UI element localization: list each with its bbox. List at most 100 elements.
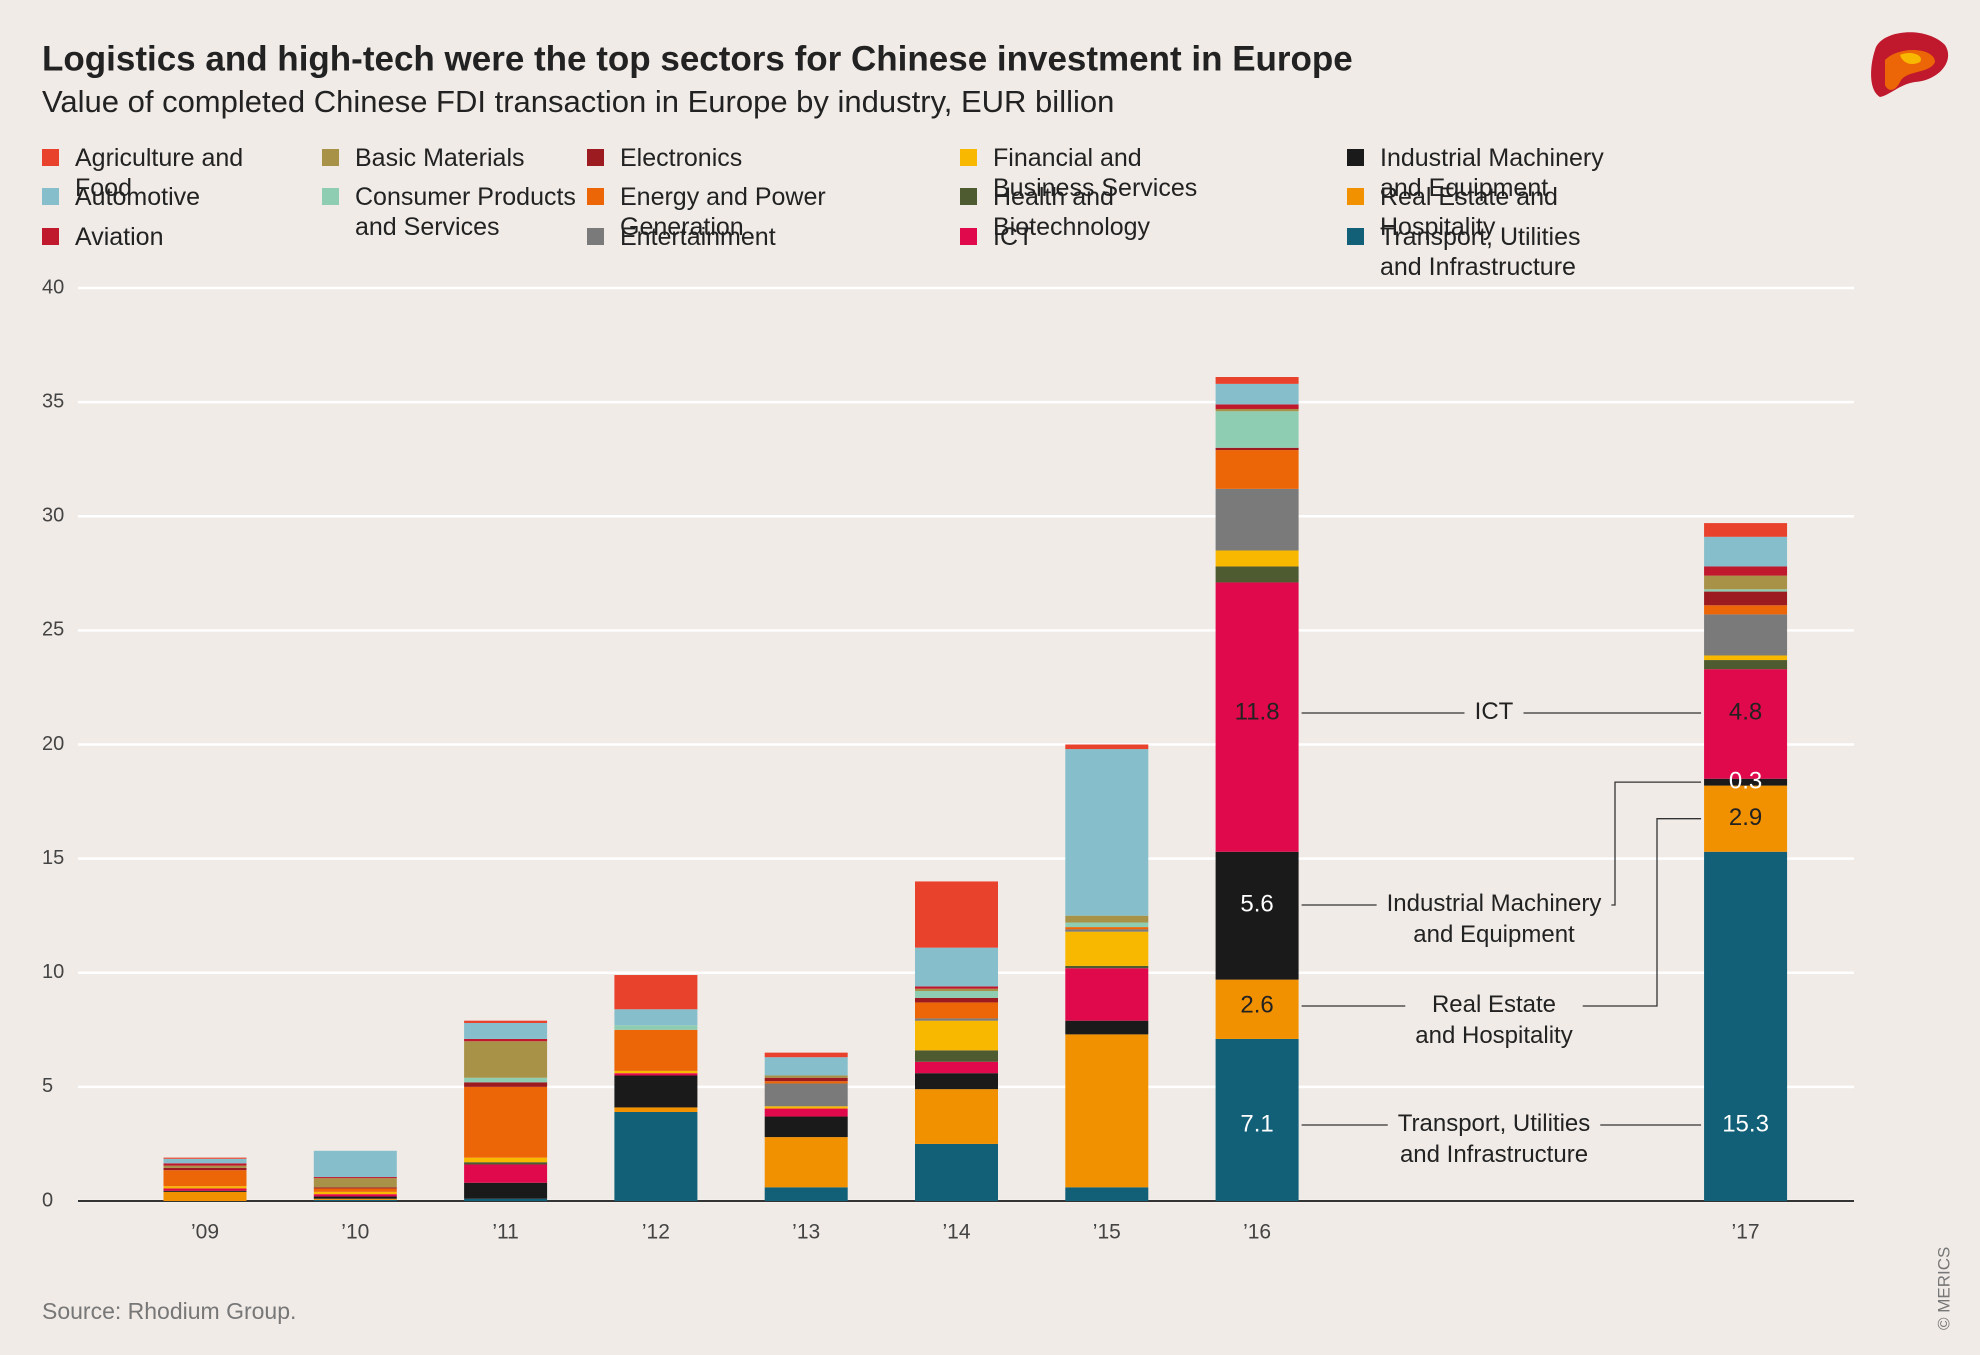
bar-segment xyxy=(915,881,998,948)
legend-item: Health and Biotechnology xyxy=(960,182,1223,242)
y-tick-label: 40 xyxy=(42,276,64,298)
bar-segment xyxy=(313,1194,397,1197)
bar-segment xyxy=(464,1182,548,1199)
x-tick-label: ’13 xyxy=(792,1221,820,1244)
bar-segment xyxy=(464,1086,548,1158)
source: Source: Rhodium Group. xyxy=(42,1298,296,1324)
legend-label: Entertainment xyxy=(620,223,776,251)
bar-segment xyxy=(163,1165,247,1168)
legend-item: Aviation xyxy=(42,222,164,252)
legend-swatch xyxy=(42,188,59,205)
bar-segment xyxy=(614,975,698,1010)
bar-segment xyxy=(1704,660,1788,670)
bar-segment xyxy=(1704,614,1788,656)
x-tick-label: ’16 xyxy=(1243,1221,1271,1244)
bar-segment xyxy=(1704,566,1788,576)
bar-segment xyxy=(764,1081,848,1084)
annotation-line: and Infrastructure xyxy=(1400,1141,1588,1168)
bar-segment xyxy=(313,1198,397,1200)
bar-segment xyxy=(915,1089,998,1144)
bar-segment xyxy=(915,947,998,987)
bar-segment xyxy=(764,1057,848,1076)
bar-segment xyxy=(915,1073,998,1090)
bar-segment xyxy=(915,997,998,1003)
data-label: 2.6 xyxy=(1240,991,1273,1018)
legend-label: Industrial Machinery and Equipment xyxy=(1380,144,1604,202)
legend-item: Consumer Products and Services xyxy=(322,182,585,242)
bar-segment xyxy=(1704,851,1788,1201)
legend-label: Transport, Utilities and Infrastructure xyxy=(1380,223,1581,281)
legend-swatch xyxy=(960,149,977,166)
x-tick-label: ’15 xyxy=(1093,1221,1121,1244)
legend-label: Consumer Products and Services xyxy=(355,183,576,241)
bar-segment xyxy=(1215,411,1299,448)
bar-segment xyxy=(915,986,998,989)
x-tick-label: ’17 xyxy=(1732,1221,1760,1244)
bar-segment xyxy=(464,1198,548,1201)
bar-segment xyxy=(1065,915,1149,923)
bar-segment xyxy=(915,1061,998,1074)
legend-label: Financial and Business Services xyxy=(993,144,1198,202)
bar-segment xyxy=(915,1020,998,1051)
legend-swatch xyxy=(42,149,59,166)
y-tick-label: 10 xyxy=(42,961,64,983)
legend-swatch xyxy=(587,149,604,166)
bar-segment xyxy=(313,1187,397,1189)
legend-item: Basic Materials xyxy=(322,143,525,173)
chart-title: Logistics and high-tech were the top sec… xyxy=(42,39,1353,78)
bar-segment xyxy=(1215,1038,1299,1201)
bar-segment xyxy=(1215,447,1299,451)
legend-swatch xyxy=(42,228,59,245)
legend-swatch xyxy=(587,188,604,205)
connector xyxy=(1582,818,1702,1007)
bar-segment xyxy=(764,1052,848,1058)
bar-segment xyxy=(1065,1034,1149,1188)
bar-segment xyxy=(1704,523,1788,537)
y-tick-label: 0 xyxy=(42,1189,53,1211)
y-tick-label: 15 xyxy=(42,847,64,869)
credit: © MERICS xyxy=(1934,1247,1953,1330)
bar-segment xyxy=(764,1137,848,1188)
bar-segment xyxy=(1065,927,1149,930)
legend-swatch xyxy=(1347,188,1364,205)
bar-segment xyxy=(1065,931,1149,966)
bar-segment xyxy=(1215,488,1299,551)
y-tick-label: 25 xyxy=(42,619,64,641)
legend-item: Real Estate and Hospitality xyxy=(1347,182,1610,242)
bar-segment xyxy=(163,1157,247,1159)
annotation: Transport, Utilities and Infrastructure xyxy=(1398,1110,1591,1168)
annotation-line: Industrial Machinery xyxy=(1387,890,1602,917)
bar-segment xyxy=(1215,450,1299,489)
bar-segment xyxy=(1704,778,1788,786)
legend-swatch xyxy=(587,228,604,245)
annotation-line: and Equipment xyxy=(1413,921,1575,948)
bar-segment xyxy=(614,1107,698,1112)
annotation-line: ICT xyxy=(1475,698,1514,725)
bar-segment xyxy=(464,1077,548,1083)
bar-segment xyxy=(1215,383,1299,405)
bar-segment xyxy=(1215,377,1299,384)
bar-segment xyxy=(764,1106,848,1109)
annotation: ICT xyxy=(1475,698,1514,725)
bar-segment xyxy=(1215,404,1299,409)
bar-segment xyxy=(915,1050,998,1062)
legend-swatch xyxy=(1347,149,1364,166)
legend-item: Automotive xyxy=(42,182,200,212)
legend-item: ICT xyxy=(960,222,1033,252)
bar-segment xyxy=(1704,536,1788,567)
bar-segment xyxy=(464,1022,548,1039)
bar-segment xyxy=(1065,965,1149,969)
bar-segment xyxy=(1215,582,1299,852)
bar-segment xyxy=(764,1075,848,1078)
legend-item: Transport, Utilities and Infrastructure xyxy=(1347,222,1610,282)
annotation-line: Transport, Utilities xyxy=(1398,1110,1591,1137)
bar-segment xyxy=(1704,575,1788,590)
bar-segment xyxy=(915,1018,998,1021)
bar-segment xyxy=(1065,922,1149,928)
bar-segment xyxy=(915,1143,998,1201)
bar-segment xyxy=(464,1164,548,1183)
bar-segment xyxy=(1215,566,1299,583)
legend-label: Basic Materials xyxy=(355,144,525,172)
